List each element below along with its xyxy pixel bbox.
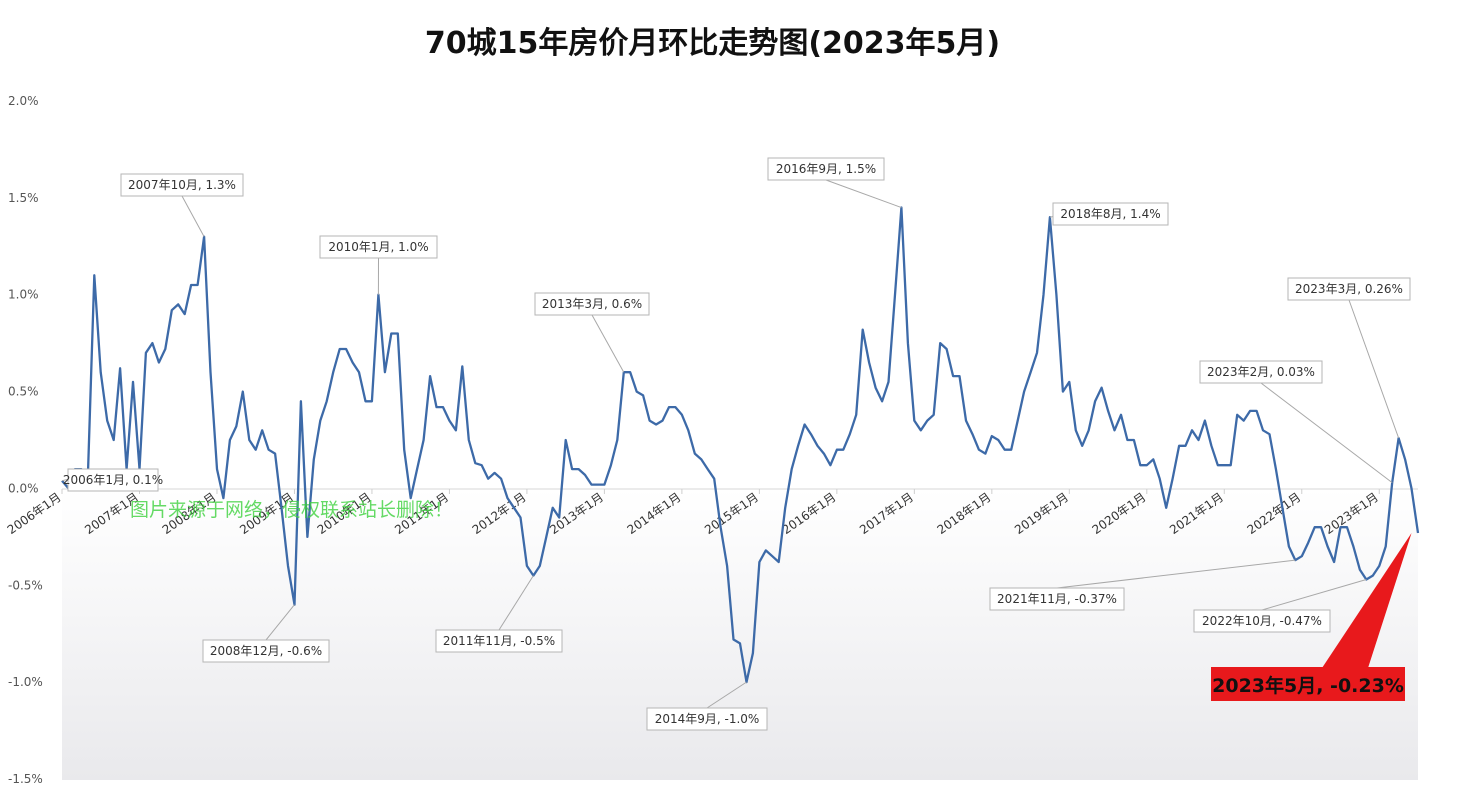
callout-label: 2014年9月, -1.0% — [655, 712, 760, 726]
callout-label: 2023年2月, 0.03% — [1207, 365, 1315, 379]
y-tick-label: 1.5% — [8, 191, 39, 205]
callout-label: 2016年9月, 1.5% — [776, 162, 876, 176]
y-tick-label: 2.0% — [8, 94, 39, 108]
y-tick-label: -0.5% — [8, 578, 43, 592]
callout-label: 2021年11月, -0.37% — [997, 592, 1117, 606]
callout-label: 2006年1月, 0.1% — [63, 473, 163, 487]
y-tick-label: 1.0% — [8, 288, 39, 302]
negative-region-shade — [62, 489, 1418, 780]
callout-leader — [1349, 300, 1399, 438]
y-axis: 2.0% 1.5% 1.0% 0.5% 0.0% -0.5% -1.0% -1.5% — [8, 94, 43, 786]
callout-leader — [592, 315, 624, 372]
callout-label: 2023年3月, 0.26% — [1295, 282, 1403, 296]
chart-title: 70城15年房价月环比走势图(2023年5月) — [0, 18, 1425, 62]
callout-label: 2013年3月, 0.6% — [542, 297, 642, 311]
x-tick-label: 2006年1月 — [5, 490, 64, 537]
highlight-label: 2023年5月, -0.23% — [1212, 674, 1404, 697]
y-tick-label: 0.5% — [8, 385, 39, 399]
y-tick-label: -1.5% — [8, 772, 43, 786]
callout-leader — [1261, 383, 1392, 483]
callout-label: 2022年10月, -0.47% — [1202, 614, 1322, 628]
callout-label: 2007年10月, 1.3% — [128, 178, 236, 192]
callout-label: 2018年8月, 1.4% — [1060, 207, 1160, 221]
watermark: 图片来源于网络，侵权联系站长删除！ — [130, 499, 453, 521]
callout-leader — [826, 180, 901, 208]
callout-label: 2010年1月, 1.0% — [328, 240, 428, 254]
callout-label: 2008年12月, -0.6% — [210, 644, 322, 658]
callout-leader — [182, 196, 204, 237]
y-tick-label: 0.0% — [8, 481, 39, 495]
y-tick-label: -1.0% — [8, 675, 43, 689]
callout-label: 2011年11月, -0.5% — [443, 634, 555, 648]
